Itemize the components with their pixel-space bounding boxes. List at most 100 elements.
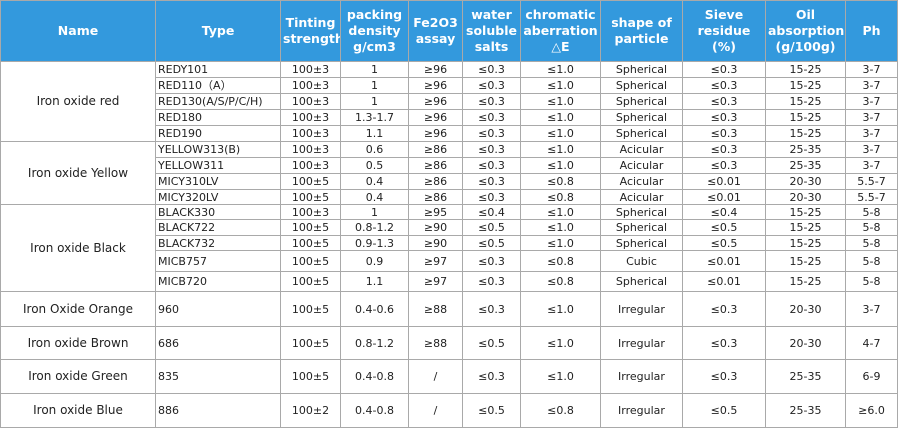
value-cell: 15-25 [765,235,846,251]
column-header: Sieve residue (%) [682,0,766,62]
column-header: Name [0,0,156,62]
value-cell: ≥96 [408,109,463,126]
value-cell: Spherical [600,204,683,220]
value-cell: 100±3 [280,204,341,220]
value-cell: Acicular [600,157,683,174]
value-cell: ≤1.0 [520,77,601,94]
value-cell: ≤0.3 [462,109,521,126]
value-cell: 5.5-7 [845,173,898,190]
value-cell: ≥97 [408,250,463,272]
type-cell: MICB757 [155,250,281,272]
value-cell: 1 [340,77,409,94]
table-row: Iron oxide Black BLACK330 100±3 1 ≥95 ≤0.4 ≤1.… [0,204,898,292]
value-cell: 100±5 [280,271,341,292]
value-cell: 25-35 [765,157,846,174]
value-cell: Spherical [600,109,683,126]
value-cell: Irregular [600,326,683,360]
value-cell: Irregular [600,291,683,327]
value-cell: ≤1.0 [520,359,601,394]
value-cell: 20-30 [765,173,846,190]
value-cell: ≤0.3 [462,250,521,272]
header-row: Name Type Tinting strength packing density … [0,0,898,62]
type-cell: BLACK732 [155,235,281,251]
group-name: Iron oxide Yellow [0,141,156,205]
value-cell: ≤1.0 [520,61,601,78]
value-cell: ≤1.0 [520,157,601,174]
value-cell: 3-7 [845,291,898,327]
value-cell: ≤0.3 [682,77,766,94]
value-cell: 20-30 [765,291,846,327]
value-cell: 3-7 [845,125,898,142]
value-cell: ≤0.3 [682,125,766,142]
table-row: BLACK732 100±5 0.9-1.3 ≥90 ≤0.5 ≤1.0 Spherical… [1,235,898,251]
value-cell: ≤0.5 [682,235,766,251]
value-cell: 5-8 [845,250,898,272]
value-cell: 100±5 [280,173,341,190]
value-cell: 100±2 [280,393,341,428]
group-name: Iron oxide Brown [0,326,156,360]
type-cell: MICY320LV [155,189,281,205]
value-cell: ≤0.01 [682,189,766,205]
table-row: RED130(A/S/P/C/H) 100±3 1 ≥96 ≤0.3 ≤1.0 Spheri… [1,93,898,110]
value-cell: 5-8 [845,219,898,236]
value-cell: 20-30 [765,326,846,360]
value-cell: ≥88 [408,326,463,360]
value-cell: 25-35 [765,393,846,428]
value-cell: ≥86 [408,157,463,174]
value-cell: 3-7 [845,109,898,126]
value-cell: 100±5 [280,291,341,327]
table-row: Iron oxide red REDY101 100±3 1 ≥96 ≤0.3 ≤1.0 Sp… [0,61,898,142]
value-cell: ≤0.5 [682,393,766,428]
type-cell: RED110（A） [155,77,281,94]
value-cell: 100±3 [280,109,341,126]
value-cell: 100±3 [280,157,341,174]
value-cell: 3-7 [845,77,898,94]
value-cell: ≥96 [408,61,463,78]
value-cell: ≥95 [408,204,463,220]
value-cell: Spherical [600,125,683,142]
table-row: YELLOW311 100±3 0.5 ≥86 ≤0.3 ≤1.0 Acicular ≤0.3… [1,157,898,174]
value-cell: ≥96 [408,93,463,110]
value-cell: ≥96 [408,77,463,94]
value-cell: 100±3 [280,93,341,110]
value-cell: ≤0.3 [682,157,766,174]
value-cell: Spherical [600,219,683,236]
spec-table: Name Type Tinting strength packing density … [0,0,898,428]
value-cell: ≤0.3 [462,61,521,78]
value-cell: Acicular [600,173,683,190]
value-cell: 0.6 [340,141,409,158]
value-cell: Acicular [600,141,683,158]
value-cell: Spherical [600,61,683,78]
group-name: Iron oxide Blue [0,393,156,428]
value-cell: ≤0.5 [462,235,521,251]
table-row: Iron oxide Brown 686 100±5 0.8-1.2 ≥88 ≤0.5 ≤1… [0,326,898,360]
value-cell: ≤0.8 [520,189,601,205]
value-cell: 25-35 [765,141,846,158]
type-cell: BLACK722 [155,219,281,236]
value-cell: 15-25 [765,250,846,272]
value-cell: ≤0.3 [682,109,766,126]
value-cell: ≤1.0 [520,235,601,251]
type-cell: 835 [155,359,281,394]
value-cell: 3-7 [845,93,898,110]
value-cell: 1.1 [340,271,409,292]
value-cell: ≤0.3 [462,291,521,327]
value-cell: 0.4 [340,189,409,205]
type-cell: 886 [155,393,281,428]
value-cell: ≤0.3 [462,359,521,394]
value-cell: 3-7 [845,157,898,174]
group-name: Iron Oxide Orange [0,291,156,327]
value-cell: ≥90 [408,219,463,236]
value-cell: ≤1.0 [520,109,601,126]
type-cell: YELLOW313(B) [155,141,281,158]
table-row: MICB757 100±5 0.9 ≥97 ≤0.3 ≤0.8 Cubic ≤0.01 15-2… [1,250,898,272]
value-cell: ≤0.5 [462,393,521,428]
value-cell: 0.4-0.6 [340,291,409,327]
value-cell: 100±5 [280,359,341,394]
value-cell: 15-25 [765,61,846,78]
value-cell: 5.5-7 [845,189,898,205]
value-cell: 0.4 [340,173,409,190]
column-header: Type [155,0,281,62]
type-cell: MICY310LV [155,173,281,190]
value-cell: ≤0.3 [462,77,521,94]
